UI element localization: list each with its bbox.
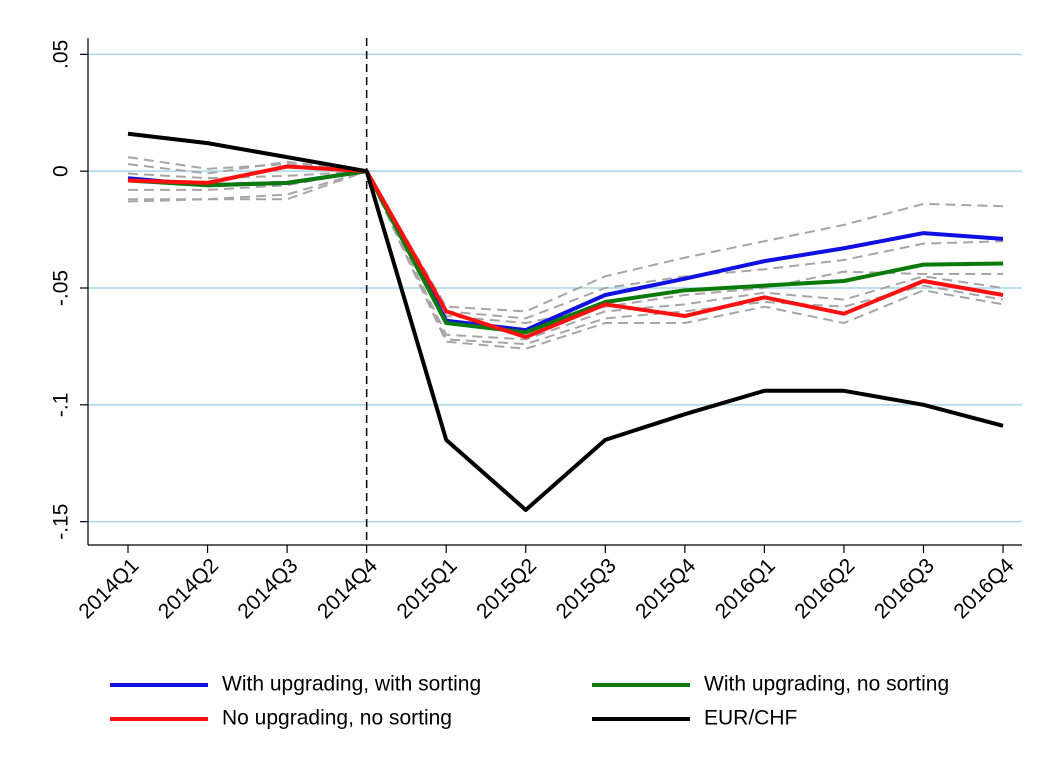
y-tick-label: 0 xyxy=(50,165,73,177)
y-tick-label: -.15 xyxy=(50,504,73,540)
series-line xyxy=(127,131,1004,512)
legend-label: No upgrading, no sorting xyxy=(222,707,452,730)
series-line xyxy=(127,169,1004,335)
legend-label: With upgrading, with sorting xyxy=(222,673,481,696)
legend-label: With upgrading, no sorting xyxy=(704,673,949,696)
reference-series-line xyxy=(127,156,1004,313)
series-line xyxy=(127,164,1004,340)
reference-series-line xyxy=(127,160,1004,320)
y-tick-label: -.1 xyxy=(50,393,73,418)
y-tick-label: -.05 xyxy=(50,270,73,306)
reference-series-line xyxy=(128,170,1004,346)
reference-series-line xyxy=(127,170,1004,350)
reference-series-line xyxy=(128,170,1004,341)
y-tick-label: .05 xyxy=(50,40,73,69)
reference-series-line xyxy=(127,170,1004,325)
legend-label: EUR/CHF xyxy=(704,707,797,730)
